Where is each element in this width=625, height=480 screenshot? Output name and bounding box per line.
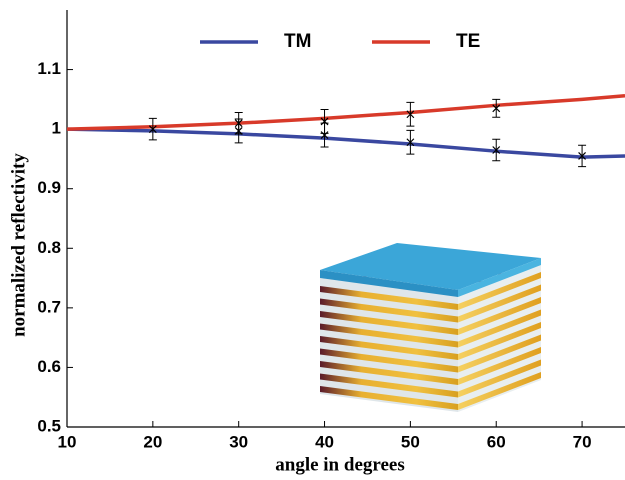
layer-side xyxy=(458,297,541,335)
series-line xyxy=(66,94,625,131)
layer-front xyxy=(320,298,458,323)
layer-side xyxy=(458,372,541,410)
data-point xyxy=(406,138,415,147)
inset-illustration xyxy=(320,243,541,412)
data-point xyxy=(492,104,501,113)
layer-side xyxy=(458,272,541,310)
data-point xyxy=(578,152,587,160)
data-point xyxy=(320,117,329,126)
layer-front xyxy=(320,311,458,335)
layer-side xyxy=(458,359,541,398)
layer-side xyxy=(458,322,541,360)
legend-label: TE xyxy=(456,31,480,52)
legend-label: TM xyxy=(284,31,311,52)
x-tick-label: 20 xyxy=(143,432,162,451)
layer-front xyxy=(320,348,458,373)
series-line xyxy=(66,127,625,159)
layer-side xyxy=(458,284,541,323)
x-tick-label: 60 xyxy=(487,432,506,451)
x-tick-label: 50 xyxy=(401,432,420,451)
x-tick-label: 70 xyxy=(573,432,592,451)
y-tick-label: 0.8 xyxy=(37,238,61,257)
y-axis-label: normalized reflectivity xyxy=(8,153,29,337)
data-point xyxy=(492,146,501,154)
layer-front xyxy=(320,373,458,398)
layer-side xyxy=(458,309,541,348)
y-tick-label: 0.7 xyxy=(37,297,61,316)
x-tick-label: 30 xyxy=(229,432,248,451)
layer-front xyxy=(320,336,458,360)
x-tick-label: 10 xyxy=(58,432,77,451)
x-tick-label: 40 xyxy=(315,432,334,451)
layer-side xyxy=(458,347,541,385)
data-point xyxy=(406,110,415,119)
layer-front xyxy=(320,361,458,385)
y-tick-label: 0.5 xyxy=(37,416,61,435)
layer-front xyxy=(320,386,458,410)
x-axis-label: angle in degrees xyxy=(275,454,404,475)
data-point xyxy=(148,125,157,134)
data-point xyxy=(320,131,329,140)
y-tick-label: 1 xyxy=(52,119,61,138)
layer-front xyxy=(320,286,458,310)
layer-front xyxy=(320,323,458,348)
y-tick-label: 0.6 xyxy=(37,357,61,376)
y-tick-label: 1.1 xyxy=(37,59,61,78)
data-point xyxy=(234,127,243,135)
layer-side xyxy=(458,334,541,373)
y-tick-label: 0.9 xyxy=(37,178,61,197)
